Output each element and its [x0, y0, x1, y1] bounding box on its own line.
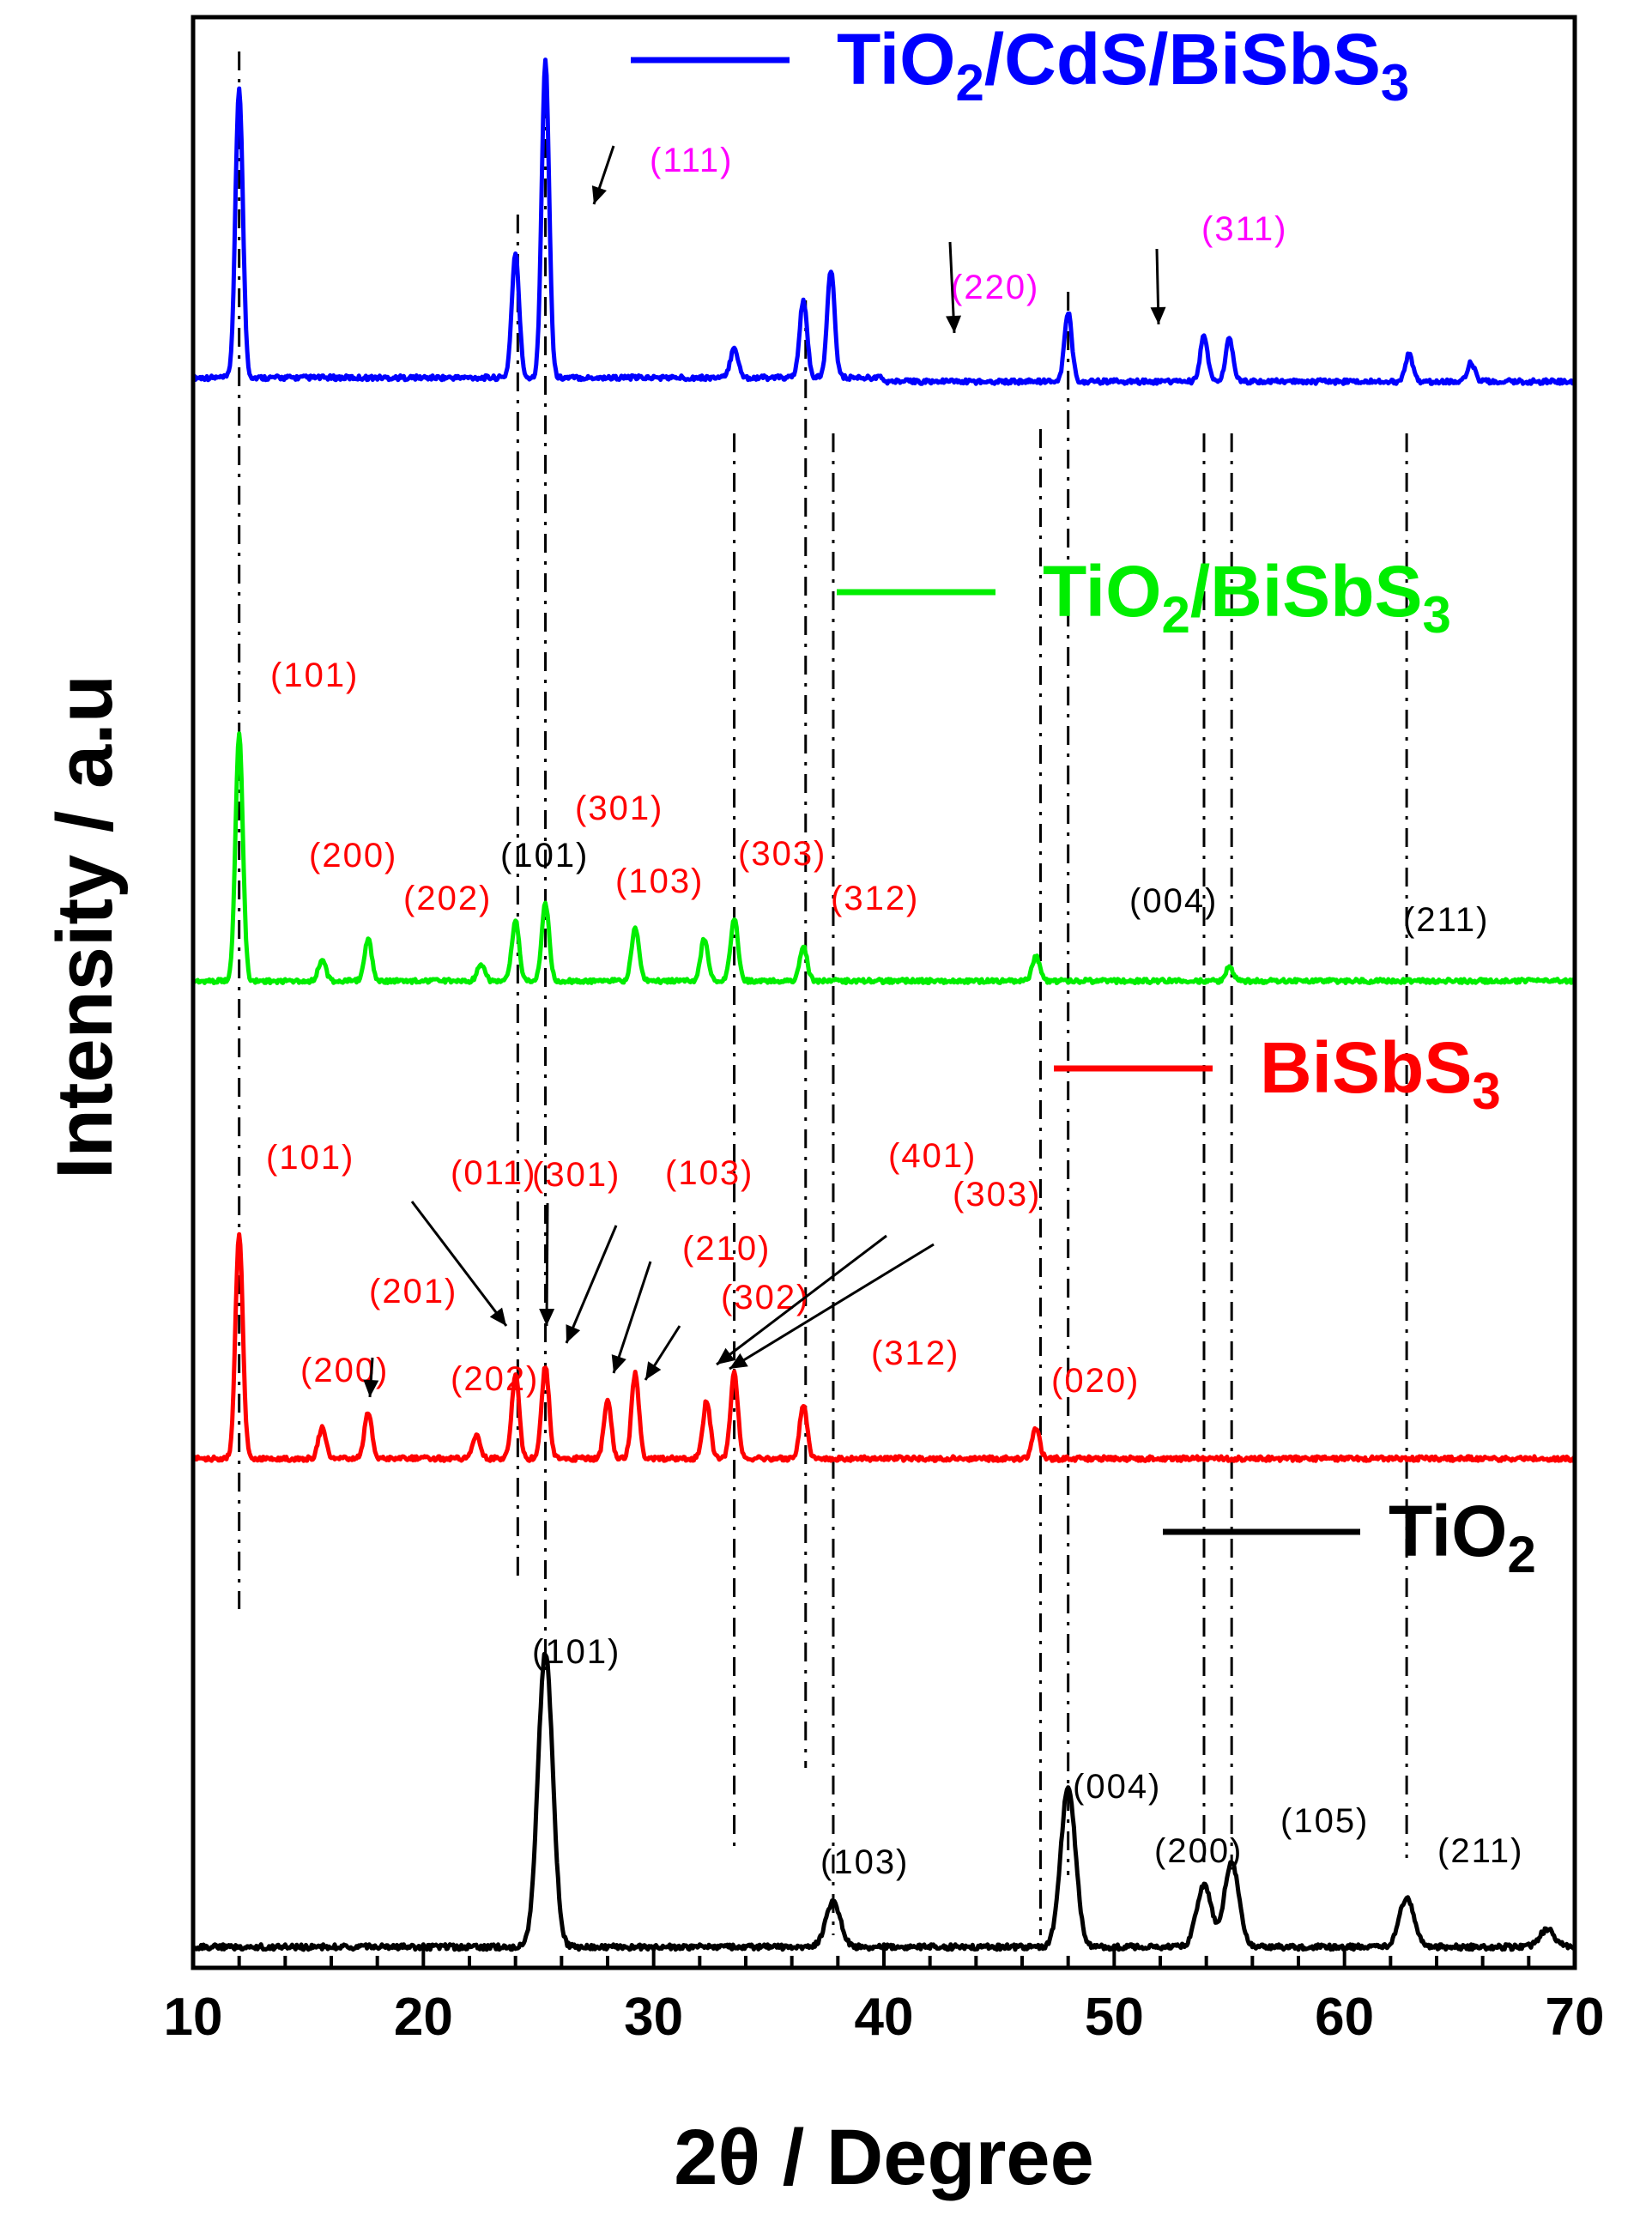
peak-label: (200): [309, 837, 397, 874]
peak-label: (103): [615, 862, 704, 900]
annotation-arrow: [565, 1225, 618, 1344]
annotation-arrow: [545, 1202, 549, 1327]
peak-label: (202): [403, 880, 492, 917]
legend-text: BiSbS: [1260, 1027, 1472, 1108]
peak-label: (311): [1201, 210, 1287, 248]
peak-label: (312): [831, 880, 919, 917]
x-tick-label: 40: [855, 1988, 914, 2047]
arrow-head: [1150, 306, 1166, 324]
arrow-head: [363, 1379, 379, 1397]
arrow-head: [717, 1347, 735, 1365]
reference-lines: [238, 51, 1408, 1935]
peak-label: (220): [951, 269, 1039, 306]
y-axis-label: Intensity / a.u: [41, 675, 129, 1179]
peak-label: (210): [682, 1230, 771, 1268]
peak-label: (200): [1154, 1832, 1243, 1870]
peak-label: (020): [1051, 1362, 1140, 1400]
series-line: [191, 57, 1577, 386]
legend-text: /BiSbS: [1190, 551, 1423, 632]
series-line: [191, 731, 1576, 985]
legend-subscript: 2: [955, 54, 983, 112]
x-axis: 10 20 30 40 50 60 70: [164, 1946, 1605, 2047]
arrow-head: [946, 315, 962, 333]
peak-label: (101): [500, 837, 589, 874]
peak-label: (302): [721, 1279, 809, 1316]
annotation-arrows: [363, 145, 1166, 1398]
arrow-head: [611, 1354, 626, 1373]
x-tick-label: 30: [624, 1988, 683, 2047]
peak-label: (301): [575, 790, 663, 827]
peak-label: (201): [369, 1273, 457, 1310]
legend-subscript: 3: [1472, 1062, 1500, 1120]
peak-label: (303): [738, 835, 826, 873]
peak-label: (004): [1129, 882, 1218, 920]
peak-label: (004): [1073, 1768, 1161, 1806]
legend-text: /CdS/BiSbS: [984, 19, 1381, 100]
series-0: [191, 57, 1577, 386]
legend-entry: TiO2: [1163, 1491, 1536, 1583]
series-line: [191, 1232, 1576, 1463]
legend-label: TiO2/BiSbS3: [1043, 551, 1451, 644]
curves: [191, 57, 1577, 1952]
peak-label: (101): [266, 1139, 354, 1177]
x-tick-label: 20: [394, 1988, 453, 2047]
peak-label: (101): [532, 1633, 620, 1671]
annotation-arrow: [729, 1243, 935, 1371]
legend-label: BiSbS3: [1260, 1027, 1501, 1120]
series-2: [191, 1232, 1576, 1463]
legend-subscript: 3: [1381, 54, 1409, 112]
arrow-head: [645, 1361, 662, 1380]
arrow-head: [539, 1308, 555, 1326]
annotation-arrow: [716, 1234, 887, 1366]
x-tick-label: 70: [1546, 1988, 1605, 2047]
x-tick-label: 60: [1315, 1988, 1374, 2047]
peak-label: (011): [451, 1154, 536, 1192]
peak-annotations: (111)(220)(311)(101)(200)(202)(101)(301)…: [266, 142, 1523, 1881]
x-tick-label: 10: [164, 1988, 223, 2047]
peak-label: (103): [665, 1154, 753, 1192]
legend-label: TiO2: [1389, 1491, 1536, 1583]
peak-label: (312): [871, 1334, 959, 1372]
peak-label: (301): [532, 1156, 620, 1194]
x-tick-label: 50: [1085, 1988, 1144, 2047]
legend-entry: TiO2/BiSbS3: [837, 551, 1451, 644]
legend-subscript: 3: [1423, 586, 1451, 644]
plot-frame: [191, 15, 1577, 1970]
legend-label: TiO2/CdS/BiSbS3: [837, 19, 1409, 112]
legend-entry: BiSbS3: [1054, 1027, 1501, 1120]
arrow-head: [729, 1353, 748, 1369]
legend-subscript: 2: [1161, 586, 1189, 644]
legend-text: TiO: [837, 19, 955, 100]
legend-text: TiO: [1389, 1491, 1507, 1571]
peak-label: (303): [953, 1176, 1041, 1213]
peak-label: (211): [1403, 901, 1489, 939]
legend-subscript: 2: [1507, 1526, 1535, 1583]
peak-label: (202): [451, 1360, 539, 1398]
arrow-head: [489, 1307, 506, 1326]
annotation-arrow: [612, 1261, 652, 1374]
legend-entry: TiO2/CdS/BiSbS3: [631, 19, 1409, 112]
peak-label: (101): [270, 657, 359, 694]
arrow-head: [566, 1324, 581, 1343]
x-axis-label: 2θ / Degree: [674, 2114, 1094, 2201]
legend-text: TiO: [1043, 551, 1161, 632]
annotation-arrow: [410, 1201, 508, 1327]
series-1: [191, 731, 1576, 985]
peak-label: (105): [1280, 1802, 1369, 1840]
peak-label: (103): [820, 1843, 909, 1881]
peak-label: (211): [1437, 1832, 1523, 1870]
peak-label: (111): [650, 142, 733, 179]
peak-label: (401): [888, 1137, 977, 1175]
arrow-head: [591, 185, 607, 204]
